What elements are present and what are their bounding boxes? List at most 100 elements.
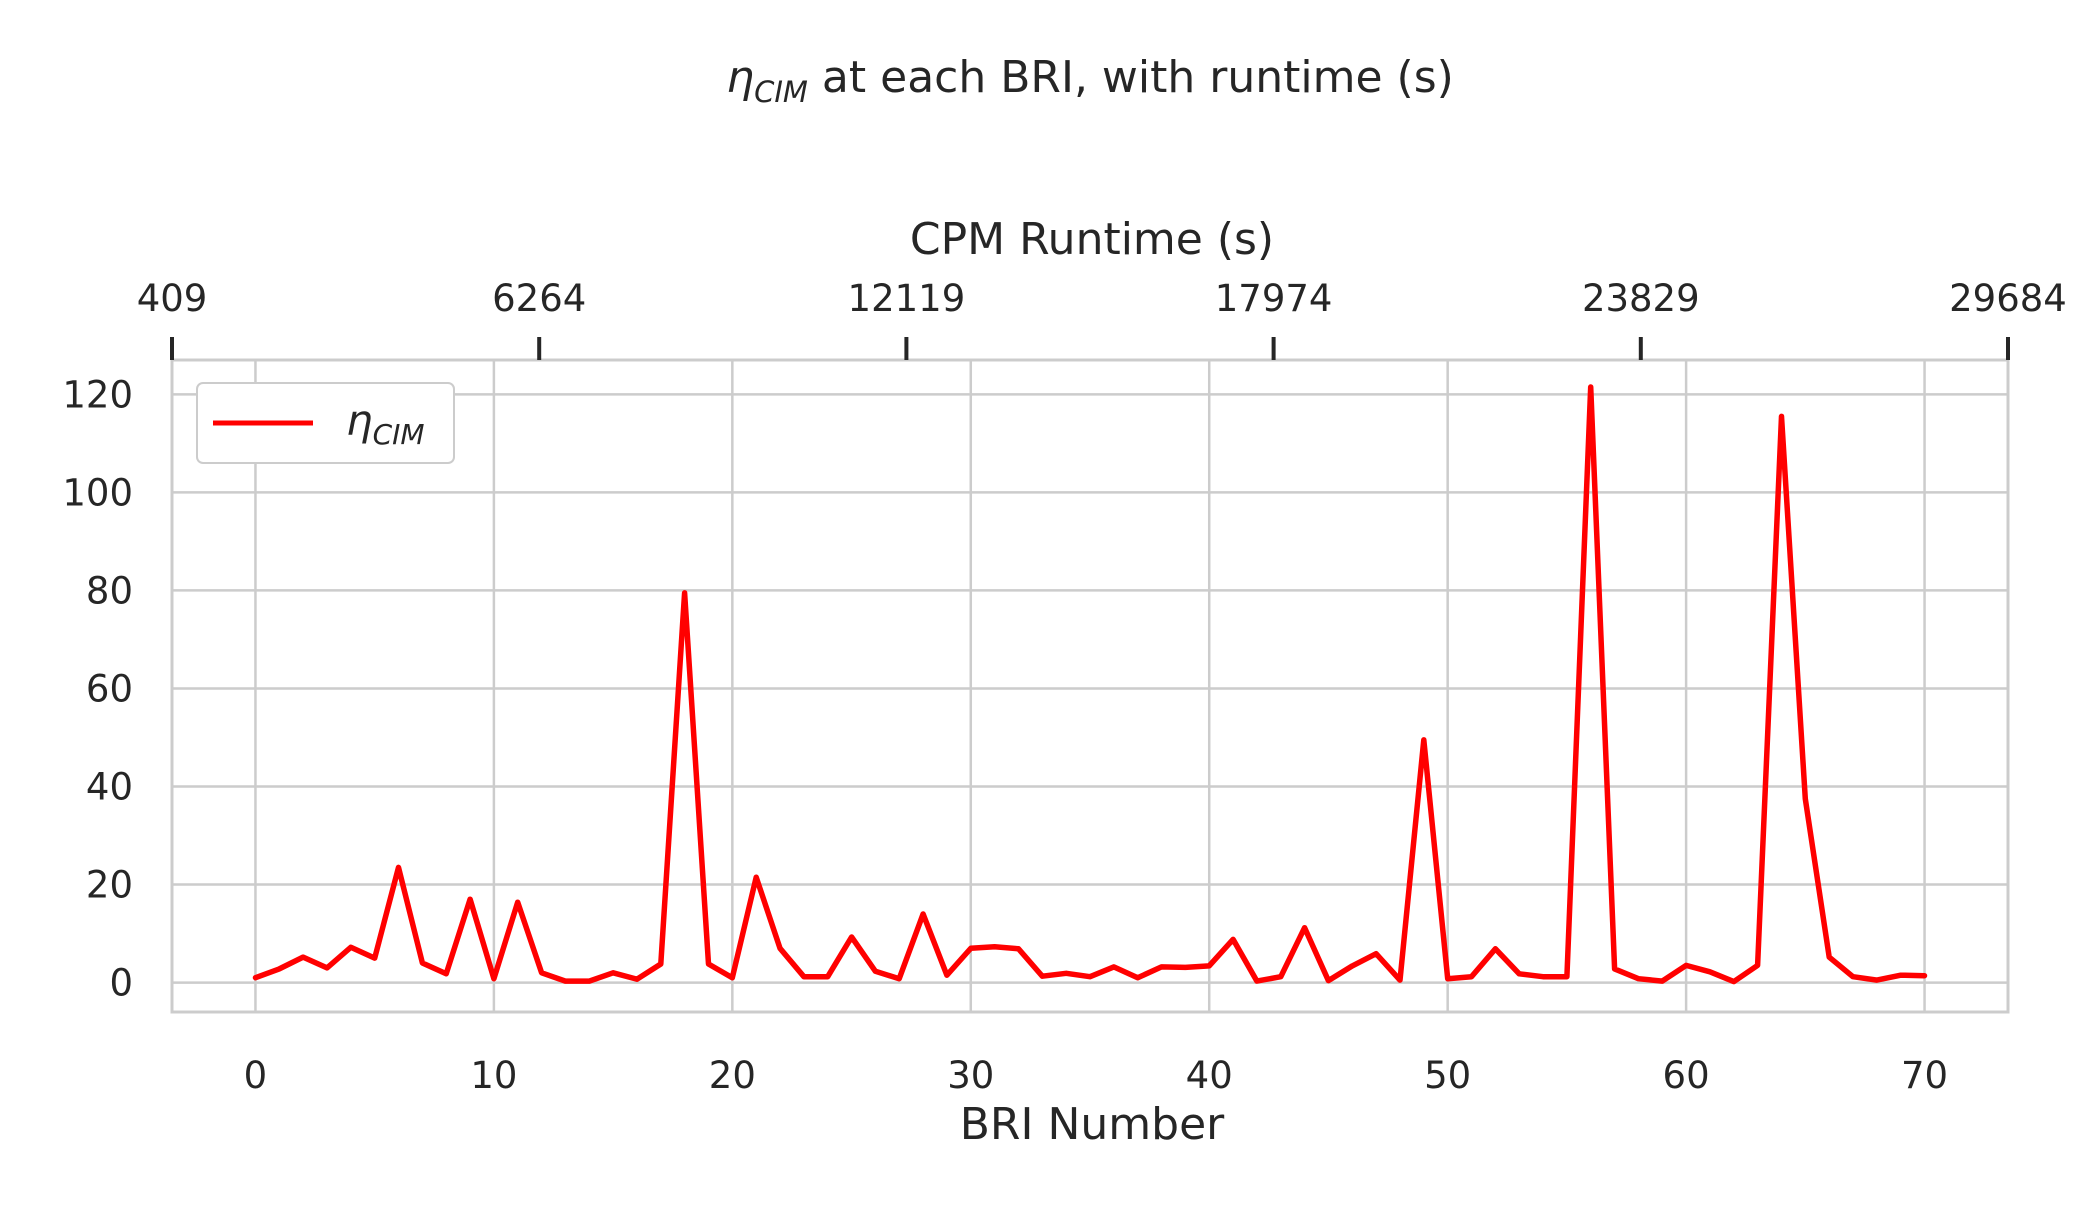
data-point <box>1662 981 1663 982</box>
data-point <box>613 972 614 973</box>
data-point <box>875 971 876 972</box>
chart-title-text: at each BRI, with runtime (s) <box>808 52 1454 103</box>
data-point <box>255 977 256 978</box>
y-tick-label: 60 <box>86 667 133 710</box>
data-point <box>851 937 852 938</box>
data-point <box>1161 966 1162 967</box>
legend-label: ηCIM <box>346 396 425 451</box>
data-point <box>1113 966 1114 967</box>
series-line-0 <box>252 384 1928 985</box>
y-tick-label: 0 <box>109 962 133 1005</box>
data-point <box>1781 416 1782 417</box>
data-point <box>1638 978 1639 979</box>
x-tick-label: 70 <box>1901 1054 1948 1097</box>
data-point <box>994 946 995 947</box>
data-point <box>1137 977 1138 978</box>
top-tick-label: 409 <box>137 277 208 320</box>
data-point <box>1543 976 1544 977</box>
data-point <box>827 976 828 977</box>
data-point <box>923 914 924 915</box>
data-point <box>970 948 971 949</box>
x-tick-label: 0 <box>244 1054 268 1097</box>
data-point <box>374 958 375 959</box>
data-point <box>1590 387 1591 388</box>
data-point <box>1876 980 1877 981</box>
data-point <box>1805 798 1806 799</box>
data-point <box>1423 739 1424 740</box>
x-tick-label: 50 <box>1424 1054 1471 1097</box>
data-point <box>1829 957 1830 958</box>
data-point <box>1328 980 1329 981</box>
data-point <box>1376 953 1377 954</box>
data-point <box>1566 976 1567 977</box>
data-point <box>1519 973 1520 974</box>
data-point <box>1352 965 1353 966</box>
data-point <box>1495 948 1496 949</box>
data-point <box>1614 968 1615 969</box>
data-point <box>1757 965 1758 966</box>
data-point <box>1280 976 1281 977</box>
plot-frame <box>170 358 2010 1014</box>
chart-title: ηCIM at each BRI, with runtime (s) <box>726 52 1454 109</box>
data-point <box>1471 976 1472 977</box>
top-tick-label: 29684 <box>1949 277 2067 320</box>
data-point <box>1018 948 1019 949</box>
data-point <box>1256 981 1257 982</box>
data-point <box>1066 973 1067 974</box>
data-point <box>1090 976 1091 977</box>
data-point <box>803 976 804 977</box>
x-axis-ticks: 0 10 20 30 40 50 60 70 <box>244 1054 1948 1097</box>
data-point <box>1900 975 1901 976</box>
data-point <box>422 963 423 964</box>
y-tick-label: 80 <box>86 569 133 612</box>
y-tick-label: 100 <box>62 471 133 514</box>
top-tick-label: 12119 <box>848 277 966 320</box>
y-tick-label: 40 <box>86 765 133 808</box>
chart-title-subscript: CIM <box>754 75 808 109</box>
x-tick-label: 20 <box>709 1054 756 1097</box>
data-point <box>589 981 590 982</box>
top-tick-label: 17974 <box>1215 277 1333 320</box>
data-point <box>493 978 494 979</box>
data-point <box>946 975 947 976</box>
data-point <box>350 947 351 948</box>
data-point <box>1686 965 1687 966</box>
top-axis-label: CPM Runtime (s) <box>910 214 1274 265</box>
top-tick-label: 23829 <box>1582 277 1700 320</box>
x-tick-label: 30 <box>947 1054 994 1097</box>
data-point <box>756 877 757 878</box>
data-point <box>637 979 638 980</box>
data-point <box>1042 976 1043 977</box>
x-tick-label: 40 <box>1186 1054 1233 1097</box>
legend-box <box>196 382 455 464</box>
grid-lines <box>172 360 2008 1012</box>
data-point <box>1233 939 1234 940</box>
data-point <box>398 867 399 868</box>
x-tick-label: 60 <box>1663 1054 1710 1097</box>
data-point <box>470 899 471 900</box>
data-point <box>1709 971 1710 972</box>
top-tick-label: 6264 <box>492 277 586 320</box>
data-point <box>684 592 685 593</box>
data-point <box>1853 976 1854 977</box>
data-point <box>1447 978 1448 979</box>
data-point <box>1209 965 1210 966</box>
legend-subscript: CIM <box>373 418 425 451</box>
x-axis-label: BRI Number <box>960 1099 1225 1150</box>
x-tick-label: 10 <box>470 1054 517 1097</box>
y-tick-label: 20 <box>86 864 133 907</box>
y-axis-ticks: 0 20 40 60 80 100 120 <box>62 373 133 1004</box>
data-point <box>327 967 328 968</box>
data-point <box>1304 927 1305 928</box>
legend-symbol: η <box>346 396 373 445</box>
data-point <box>279 968 280 969</box>
data-point <box>1924 975 1925 976</box>
data-point <box>1185 967 1186 968</box>
data-point <box>660 964 661 965</box>
top-axis-ticks: 409 6264 12119 17974 23829 29684 <box>137 277 2067 360</box>
data-point <box>446 973 447 974</box>
data-point <box>780 948 781 949</box>
chart-title-symbol: η <box>726 52 754 103</box>
